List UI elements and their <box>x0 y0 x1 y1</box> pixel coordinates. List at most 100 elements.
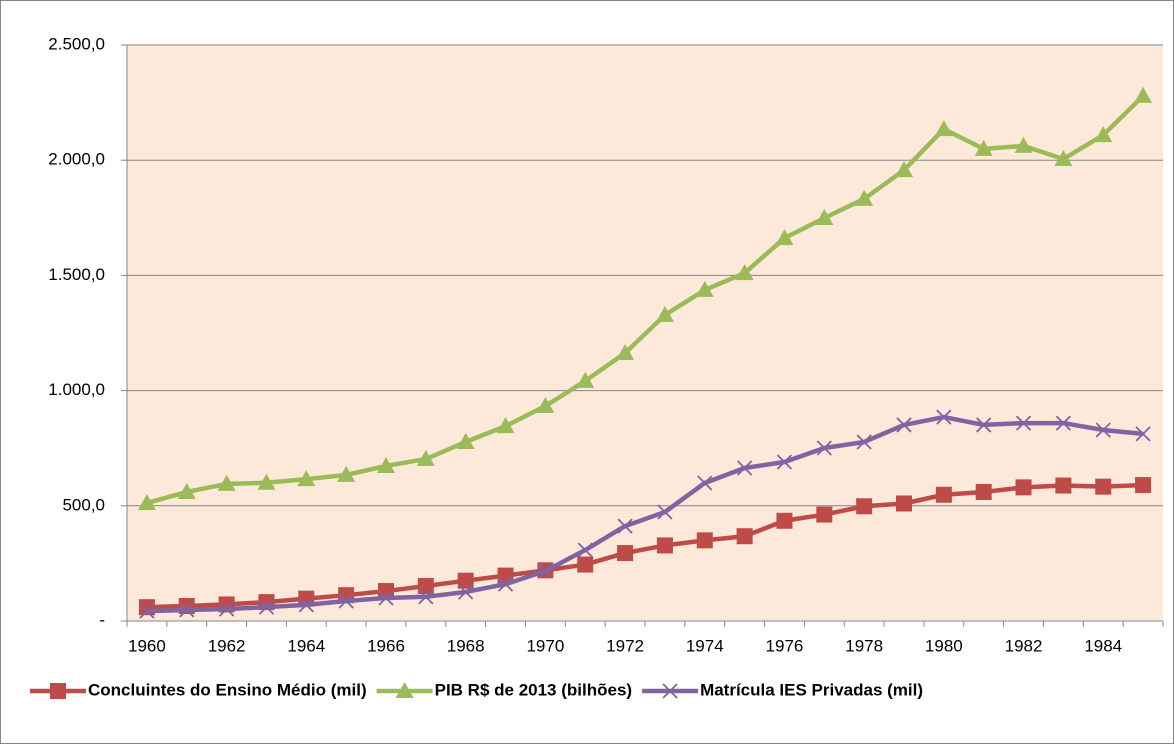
marker <box>617 545 634 562</box>
x-tick-label: 1980 <box>925 636 963 655</box>
marker <box>217 474 236 491</box>
marker <box>537 563 554 579</box>
marker <box>856 434 872 450</box>
marker <box>298 597 314 613</box>
legend-item: PIB R$ de 2013 (bilhões) <box>376 680 632 699</box>
marker <box>377 456 395 473</box>
marker <box>177 482 196 499</box>
marker <box>258 599 275 615</box>
marker <box>1135 426 1151 442</box>
marker <box>1014 136 1033 153</box>
marker <box>50 683 66 699</box>
marker <box>457 572 474 589</box>
marker <box>896 417 912 433</box>
x-tick-label: 1968 <box>447 636 485 655</box>
x-tick-label: 1976 <box>766 636 804 655</box>
marker <box>1055 415 1072 431</box>
marker <box>896 495 912 512</box>
marker <box>776 454 793 470</box>
legend-text: Matrícula IES Privadas (mil) <box>700 680 923 699</box>
marker <box>617 518 633 534</box>
marker <box>735 264 754 281</box>
marker <box>378 590 394 606</box>
marker <box>497 576 514 592</box>
legend-item: Concluintes do Ensino Médio (mil) <box>30 680 367 699</box>
x-tick-label: 1972 <box>606 636 644 655</box>
marker <box>1054 150 1073 167</box>
marker <box>1015 415 1032 431</box>
y-tick-label: - <box>99 610 105 629</box>
marker <box>576 371 595 388</box>
marker <box>656 537 673 554</box>
marker <box>1015 479 1032 496</box>
legend-text: Concluintes do Ensino Médio (mil) <box>88 680 367 699</box>
marker <box>338 593 354 609</box>
series-line <box>146 414 1144 614</box>
marker <box>1055 477 1072 494</box>
x-tick-label: 1974 <box>686 636 724 655</box>
marker <box>657 504 673 520</box>
marker <box>695 280 714 297</box>
marker <box>736 528 753 545</box>
marker <box>736 460 753 476</box>
marker <box>816 506 833 523</box>
marker <box>496 417 515 434</box>
marker <box>816 440 832 456</box>
marker <box>577 542 593 558</box>
marker <box>418 589 434 605</box>
x-tick-label: 1978 <box>845 636 883 655</box>
y-tick-label: 1.000,0 <box>48 380 105 399</box>
x-tick-label: 1960 <box>128 636 166 655</box>
marker <box>976 417 992 433</box>
marker <box>1134 86 1153 103</box>
marker <box>974 139 993 156</box>
marker <box>257 473 276 490</box>
x-tick-label: 1966 <box>367 636 405 655</box>
x-tick-label: 1964 <box>287 636 325 655</box>
y-tick-label: 2.500,0 <box>48 34 105 53</box>
marker <box>655 306 674 323</box>
marker <box>179 602 195 618</box>
marker <box>696 532 713 549</box>
marker <box>1095 478 1112 495</box>
marker <box>1094 126 1113 143</box>
marker <box>218 601 235 617</box>
marker <box>456 432 475 449</box>
marker <box>662 683 678 699</box>
legend-text: PIB R$ de 2013 (bilhões) <box>435 680 632 699</box>
y-tick-label: 500,0 <box>62 495 105 514</box>
marker <box>855 189 874 206</box>
x-tick-label: 1962 <box>208 636 246 655</box>
marker <box>577 556 594 573</box>
marker <box>776 512 793 529</box>
series-line <box>146 94 1145 506</box>
y-tick-label: 2.000,0 <box>48 150 105 169</box>
x-tick-label: 1970 <box>526 636 564 655</box>
marker <box>536 397 555 414</box>
marker <box>395 682 414 698</box>
legend-item: Matrícula IES Privadas (mil) <box>642 680 923 699</box>
marker <box>139 603 155 619</box>
marker <box>775 229 794 246</box>
marker <box>975 483 992 500</box>
marker <box>934 120 953 137</box>
marker <box>697 475 713 491</box>
x-tick-label: 1984 <box>1084 636 1122 655</box>
marker <box>856 498 873 515</box>
marker <box>815 209 834 226</box>
marker <box>337 465 356 482</box>
marker <box>458 584 474 600</box>
marker <box>297 470 316 487</box>
marker <box>137 494 156 511</box>
marker <box>616 344 635 361</box>
y-tick-label: 1.500,0 <box>48 265 105 284</box>
marker <box>417 577 434 594</box>
marker <box>1095 422 1111 438</box>
marker <box>936 409 952 425</box>
marker <box>416 450 435 467</box>
x-tick-label: 1982 <box>1005 636 1043 655</box>
marker <box>1135 477 1152 494</box>
marker <box>895 161 913 178</box>
marker <box>935 486 952 503</box>
